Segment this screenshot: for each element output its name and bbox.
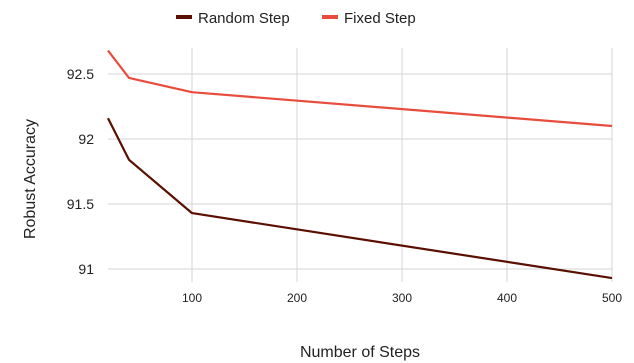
series-line-fixed-step (107, 49, 613, 128)
y-tick-label: 91.5 (67, 196, 94, 212)
x-tick-label: 100 (182, 291, 202, 305)
y-tick-label: 91 (78, 261, 94, 277)
x-tick-label: 200 (287, 291, 307, 305)
series-lines (107, 49, 613, 280)
x-tick-label: 400 (497, 291, 517, 305)
y-tick-label: 92 (78, 131, 94, 147)
legend-label-fixed-step: Fixed Step (344, 10, 416, 27)
x-tick-label: 500 (602, 291, 622, 305)
x-tick-label: 300 (392, 291, 412, 305)
legend-swatch-random-step (176, 15, 192, 19)
y-tick-label: 92.5 (67, 66, 94, 82)
x-axis-title: Number of Steps (300, 344, 420, 361)
grid (108, 48, 613, 282)
legend-swatch-fixed-step (322, 15, 338, 19)
legend-label-random-step: Random Step (198, 10, 290, 27)
legend: Random Step Fixed Step (176, 10, 416, 27)
y-axis-title: Robust Accuracy (22, 119, 39, 239)
x-axis-ticks: 100 200 300 400 500 (182, 291, 622, 305)
y-axis-ticks: 91 91.5 92 92.5 (67, 66, 94, 277)
series-line-random-step (107, 117, 613, 280)
